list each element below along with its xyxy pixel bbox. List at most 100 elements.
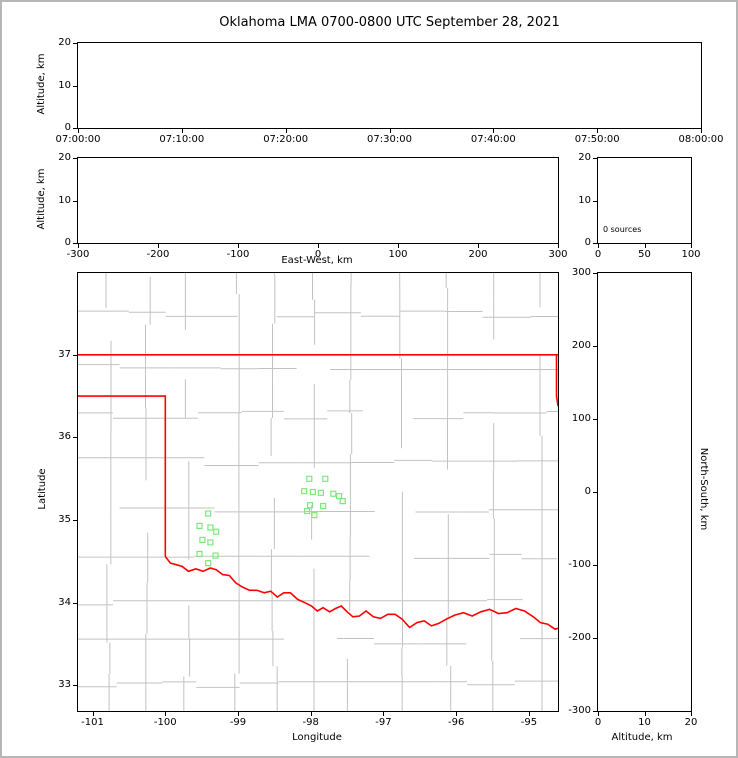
- x-tick-label: 08:00:00: [678, 134, 724, 145]
- y-tick: [73, 43, 77, 44]
- y-tick-label: 20: [58, 37, 71, 48]
- figure-title: Oklahoma LMA 0700-0800 UTC September 28,…: [219, 15, 560, 30]
- y-tick-label: 35: [58, 514, 71, 526]
- x-tick-label: -95: [520, 717, 538, 728]
- map-xlabel: Longitude: [292, 732, 342, 743]
- x-tick: [398, 244, 399, 248]
- y-tick: [73, 685, 77, 687]
- lma-station-marker: [213, 528, 220, 535]
- x-tick-label: 0: [594, 717, 602, 728]
- y-tick-label: 34: [58, 596, 71, 608]
- x-tick: [456, 712, 458, 716]
- plan-view-map-panel: -101 -100 -99 -98 -97 -96 -95 33 34 35 36 37: [58, 272, 559, 728]
- lma-station-marker: [306, 502, 314, 509]
- x-tick: [238, 244, 239, 248]
- x-tick: [478, 244, 479, 248]
- y-tick-label: -200: [568, 632, 591, 643]
- ns-height-ylabel: North-South, km: [698, 447, 709, 531]
- y-tick-label: 100: [571, 413, 591, 424]
- y-tick-label: 0: [64, 122, 71, 133]
- x-tick: [158, 244, 159, 248]
- x-tick: [644, 712, 646, 716]
- x-tick: [597, 129, 599, 133]
- lma-station-marker: [322, 475, 329, 482]
- x-tick: [493, 129, 495, 133]
- y-tick: [593, 346, 597, 347]
- lma-station-marker: [199, 536, 206, 543]
- state-boundary: [555, 354, 558, 407]
- x-tick-label: -300: [66, 249, 90, 260]
- north-south-height-panel: 0 10 20 -300 -200 -100 0 100 200 300: [568, 268, 697, 728]
- x-tick-label: -98: [302, 717, 319, 728]
- lma-station-marker: [309, 488, 316, 496]
- lma-station-marker: [311, 512, 318, 519]
- y-tick-label: 10: [578, 194, 591, 206]
- x-tick-label: 07:40:00: [470, 134, 516, 145]
- y-tick: [73, 158, 77, 159]
- y-tick-label: -100: [568, 559, 591, 570]
- x-tick-label: 300: [548, 249, 568, 260]
- y-tick: [73, 437, 77, 439]
- lma-station-marker: [205, 510, 212, 517]
- x-tick: [644, 244, 646, 248]
- x-tick: [598, 712, 599, 716]
- altitude-histogram-panel: 0 sources 0 50 100 0 10 20: [578, 153, 700, 260]
- x-tick: [165, 712, 167, 716]
- x-tick: [701, 129, 702, 133]
- y-tick: [593, 200, 597, 202]
- x-tick: [558, 244, 559, 248]
- lma-station-marker: [317, 489, 324, 496]
- y-tick: [73, 243, 77, 244]
- x-tick-label: -96: [448, 717, 465, 728]
- x-tick: [598, 244, 599, 248]
- x-tick-label: -100: [153, 717, 177, 728]
- x-tick-label: 100: [681, 249, 701, 260]
- x-tick: [285, 129, 287, 133]
- y-tick-label: 20: [578, 152, 591, 163]
- x-tick: [528, 712, 530, 716]
- y-tick-label: 37: [58, 348, 71, 360]
- x-tick: [310, 712, 312, 716]
- x-tick-label: -200: [146, 249, 170, 260]
- x-tick: [691, 244, 692, 248]
- x-tick: [318, 244, 319, 248]
- y-tick: [593, 565, 597, 566]
- x-tick-label: 07:10:00: [159, 134, 205, 145]
- y-tick: [73, 354, 77, 356]
- x-tick-label: 07:20:00: [263, 134, 309, 145]
- time-height-ylabel: Altitude, km: [36, 53, 47, 115]
- x-tick: [238, 712, 239, 716]
- x-tick-label: 07:50:00: [574, 134, 620, 145]
- county-boundaries: [78, 273, 558, 711]
- x-tick-label: 200: [468, 249, 488, 260]
- y-tick: [593, 492, 597, 493]
- x-tick: [92, 712, 94, 716]
- x-tick: [383, 712, 385, 716]
- lma-station-marker: [306, 475, 313, 482]
- x-tick: [389, 129, 391, 133]
- lma-station-marker: [207, 524, 214, 531]
- x-tick-label: -100: [226, 249, 250, 260]
- x-tick: [78, 244, 79, 248]
- x-tick-label: -97: [375, 717, 392, 728]
- x-tick: [181, 129, 183, 133]
- y-tick-label: 200: [571, 340, 591, 351]
- y-tick-label: 36: [58, 431, 71, 443]
- y-tick: [593, 419, 597, 420]
- y-tick-label: 0: [584, 237, 591, 248]
- y-tick-label: -300: [568, 705, 591, 716]
- y-tick: [73, 520, 77, 522]
- y-tick-label: 300: [571, 267, 591, 278]
- x-tick-label: -99: [229, 717, 247, 728]
- map-ylabel: Latitude: [37, 468, 48, 510]
- y-tick: [73, 128, 77, 129]
- y-tick: [593, 243, 597, 244]
- y-tick-label: 10: [58, 194, 71, 206]
- x-tick-label: 07:00:00: [55, 134, 101, 145]
- east-west-height-panel: -300 -200 -100 0 100 200 300 0 10 20: [58, 153, 567, 260]
- x-tick-label: 07:30:00: [367, 134, 412, 145]
- ew-height-xlabel: East-West, km: [281, 255, 353, 266]
- lma-station-marker: [212, 552, 219, 559]
- x-tick-label: 10: [638, 717, 651, 728]
